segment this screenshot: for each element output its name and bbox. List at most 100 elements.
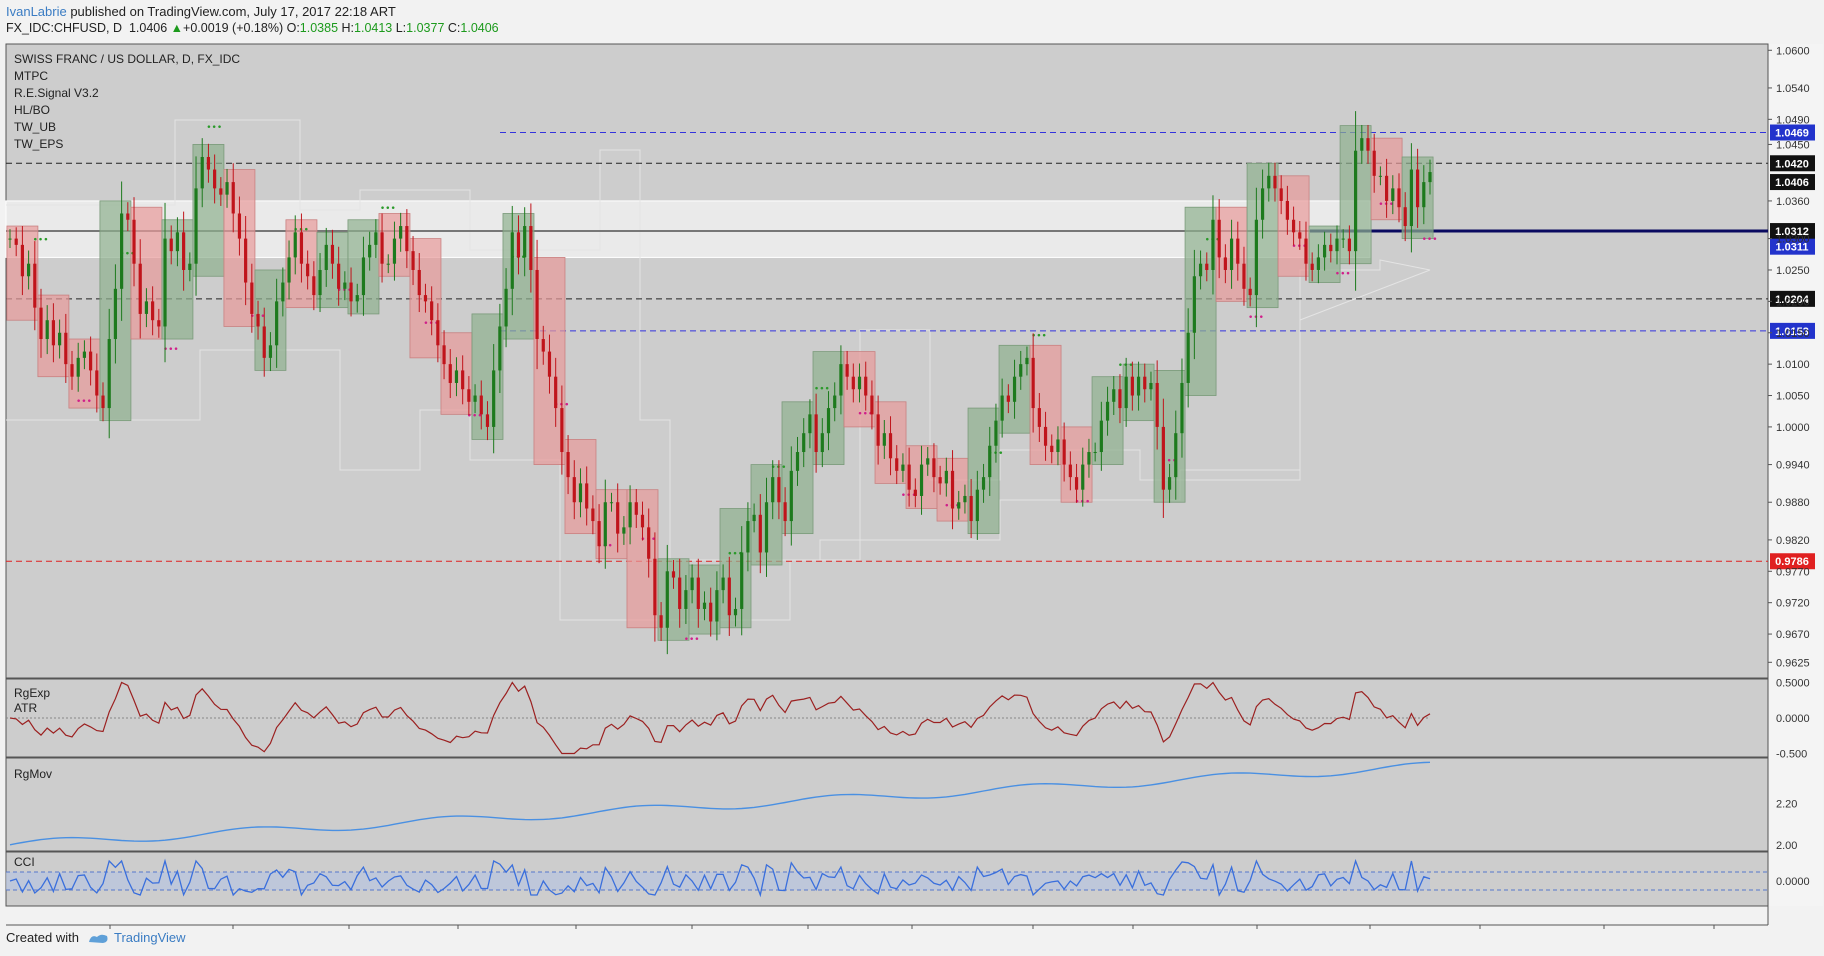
candle-body (591, 508, 595, 522)
candle-body (392, 238, 397, 264)
rgmov-tick-label: 2.00 (1776, 840, 1797, 852)
price-tag-bg-1.0406 (1770, 174, 1815, 191)
price-tick-label: 1.0360 (1776, 196, 1810, 208)
candle-body (1031, 357, 1035, 409)
candle-body (541, 339, 545, 352)
candle-body (671, 571, 676, 578)
candle-body (578, 483, 583, 503)
rgmov-line (9, 761, 1431, 846)
candle-body (1428, 172, 1432, 183)
legend-item-3: HL/BO (14, 103, 50, 117)
candle-body (802, 433, 806, 453)
candle-body (547, 351, 552, 377)
candle-body (1285, 200, 1289, 220)
candle-body (163, 238, 167, 327)
price-tick-label: 1.0540 (1776, 83, 1810, 95)
candle-body (932, 458, 936, 478)
up-arrow-icon: ▲ (170, 21, 184, 35)
candle-body (1409, 169, 1413, 227)
candle-body (1242, 263, 1246, 289)
candle-body (1378, 175, 1382, 177)
candle-body (1211, 219, 1215, 270)
candle-body (1006, 395, 1010, 402)
candle-body (361, 257, 366, 296)
candle-body (20, 244, 25, 277)
candle-body (324, 244, 328, 270)
candle-body (498, 326, 502, 371)
legend-item-0: SWISS FRANC / US DOLLAR, D, FX_IDC (14, 52, 240, 66)
candle-body (256, 313, 260, 327)
candle-body (1372, 150, 1376, 176)
candle-body (702, 602, 707, 609)
cci-line (9, 858, 1431, 898)
candle-body (721, 577, 725, 591)
candle-body (634, 502, 638, 515)
candle-body (1062, 439, 1066, 465)
candle-body (1279, 188, 1283, 201)
tradingview-link[interactable]: TradingView (87, 930, 186, 945)
candle-body (975, 489, 979, 522)
candle-body (783, 502, 787, 522)
candle-body (659, 615, 663, 628)
candle-body (1291, 219, 1296, 233)
candle-body (926, 458, 930, 465)
candle-body (678, 577, 682, 609)
created-with-text: Created with (6, 930, 79, 945)
candle-body (368, 244, 372, 258)
price-tag-1.0312: 1.0312 (1775, 226, 1809, 238)
envelope-upper (6, 119, 1431, 561)
candle-body (789, 470, 793, 522)
signal-dots: ••• (206, 123, 222, 133)
candle-body (58, 332, 62, 346)
candle-body (839, 364, 843, 396)
candle-body (585, 483, 589, 509)
candle-body (411, 251, 415, 270)
open-label: O: (286, 21, 300, 35)
price-tick-label: 0.9820 (1776, 535, 1810, 547)
close-value: 1.0406 (460, 21, 499, 35)
candle-body (1124, 376, 1128, 409)
candle-body (1260, 188, 1265, 220)
candle-body (988, 445, 992, 478)
candle-body (752, 514, 756, 522)
candle-body (138, 263, 142, 314)
candle-body (51, 320, 56, 346)
candle-body (355, 295, 359, 302)
candle-body (169, 238, 173, 252)
candle-body (1360, 138, 1364, 151)
candle-body (1174, 433, 1178, 478)
price-tick-label: 1.0000 (1776, 422, 1810, 434)
candle-body (771, 477, 775, 503)
candle-body (473, 395, 477, 402)
candle-body (287, 257, 291, 283)
candle-body (76, 357, 80, 377)
candle-body (870, 395, 874, 415)
candle-body (820, 433, 824, 453)
candle-body (1167, 477, 1172, 490)
candle-body (1099, 420, 1103, 453)
candle-body (262, 326, 266, 358)
candle-body (132, 219, 136, 264)
signal-dots: ••• (1161, 457, 1177, 467)
chart-canvas[interactable]: 1.0469 1.0420 1.0406 1.0312 1.0311 1.0204 1.01… (0, 0, 1824, 930)
candle-body (1000, 395, 1004, 421)
candle-body (14, 238, 18, 245)
cci-band (6, 872, 1430, 890)
candle-body (113, 288, 118, 340)
candle-body (330, 244, 335, 264)
candle-body (554, 376, 558, 409)
last-price: 1.0406 (128, 21, 168, 35)
candle-body (516, 232, 521, 258)
candle-body (1112, 389, 1116, 402)
legend-item-2: R.E.Signal V3.2 (14, 86, 99, 100)
price-tag-bg-1.0469 (1770, 124, 1815, 141)
candle-body (275, 301, 279, 346)
published-text: published on TradingView.com, July 17, 2… (66, 4, 396, 19)
candle-body (795, 452, 800, 471)
candle-body (665, 571, 669, 628)
author-link[interactable]: IvanLabrie (6, 4, 67, 19)
candle-body (647, 527, 651, 559)
price-tick-label: 1.0150 (1776, 328, 1810, 340)
candle-body (957, 502, 961, 509)
price-tag-1.0469: 1.0469 (1775, 128, 1809, 140)
